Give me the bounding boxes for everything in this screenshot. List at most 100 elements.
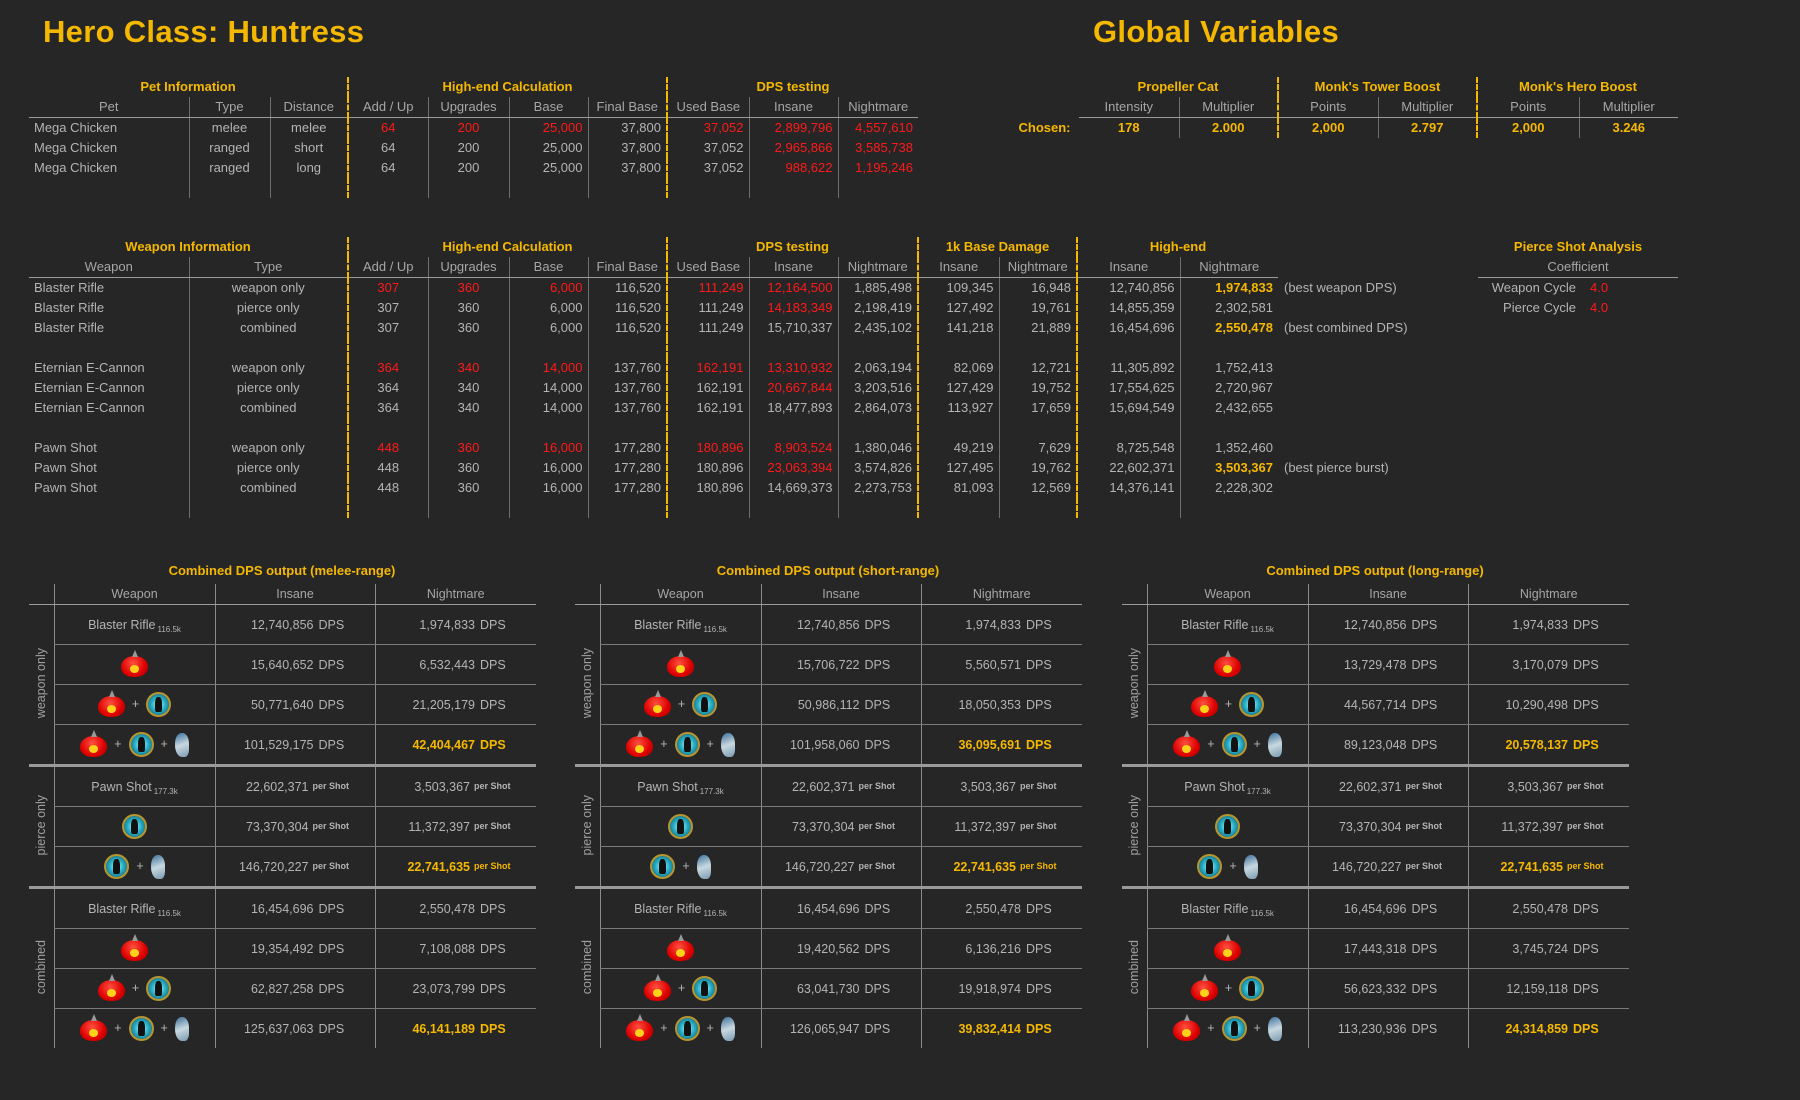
table-cell[interactable]: 360 bbox=[427, 298, 509, 318]
column-header[interactable]: Type bbox=[188, 257, 348, 278]
table-cell[interactable]: 2,302,581 bbox=[1179, 298, 1278, 318]
table-cell[interactable]: 137,760 bbox=[587, 358, 667, 378]
insane-dps-cell[interactable]: 12,740,856 DPS bbox=[1307, 604, 1468, 645]
table-cell[interactable]: 25,000 bbox=[508, 158, 588, 178]
nightmare-dps-cell[interactable]: 3,745,724 DPS bbox=[1467, 928, 1629, 969]
nightmare-dps-cell[interactable]: 22,741,635 per Shot bbox=[374, 846, 536, 889]
table-cell[interactable]: Pawn Shot bbox=[34, 460, 97, 475]
table-cell[interactable]: Pawn Shot bbox=[34, 480, 97, 495]
column-header[interactable]: Type bbox=[188, 97, 270, 118]
insane-dps-cell[interactable]: 101,958,060 DPS bbox=[760, 724, 921, 767]
table-cell[interactable]: 200 bbox=[427, 138, 509, 158]
nightmare-dps-cell[interactable]: 6,136,216 DPS bbox=[920, 928, 1082, 969]
table-cell[interactable]: 14,000 bbox=[508, 378, 588, 398]
insane-dps-cell[interactable]: 113,230,936 DPS bbox=[1307, 1008, 1468, 1048]
nightmare-dps-cell[interactable]: 2,550,478 DPS bbox=[1467, 887, 1629, 929]
table-cell[interactable]: Mega Chicken bbox=[34, 160, 118, 175]
column-header[interactable]: Distance bbox=[269, 97, 348, 118]
nightmare-dps-cell[interactable]: 21,205,179 DPS bbox=[374, 684, 536, 725]
nightmare-dps-cell[interactable]: 11,372,397 per Shot bbox=[1467, 806, 1629, 847]
column-header[interactable]: Insane bbox=[1076, 257, 1180, 278]
table-cell[interactable]: 116,520 bbox=[587, 277, 667, 298]
table-cell[interactable]: 307 bbox=[347, 277, 428, 298]
table-cell[interactable]: 8,903,524 bbox=[748, 438, 838, 458]
table-cell[interactable]: 360 bbox=[427, 277, 509, 298]
table-cell[interactable]: 2,550,478 bbox=[1179, 318, 1278, 338]
table-cell[interactable]: 307 bbox=[347, 298, 428, 318]
table-cell[interactable]: 6,000 bbox=[508, 277, 588, 298]
table-cell[interactable]: 1,885,498 bbox=[837, 277, 918, 298]
column-header[interactable]: Weapon bbox=[29, 257, 189, 278]
table-cell[interactable]: 15,710,337 bbox=[748, 318, 838, 338]
table-cell[interactable]: 340 bbox=[427, 398, 509, 418]
table-cell[interactable]: 162,191 bbox=[666, 398, 749, 418]
table-cell[interactable]: Mega Chicken bbox=[34, 120, 118, 135]
table-cell[interactable]: 15,694,549 bbox=[1076, 398, 1180, 418]
table-cell[interactable]: 988,622 bbox=[748, 158, 838, 178]
column-header[interactable]: Nightmare bbox=[1179, 257, 1278, 278]
table-cell[interactable]: 111,249 bbox=[666, 318, 749, 338]
table-cell[interactable]: pierce only bbox=[188, 458, 348, 478]
table-cell[interactable]: combined bbox=[188, 398, 348, 418]
table-cell[interactable]: 37,052 bbox=[666, 117, 749, 138]
nightmare-dps-cell[interactable]: 2,550,478 DPS bbox=[920, 887, 1082, 929]
table-cell[interactable]: 17,659 bbox=[998, 398, 1077, 418]
insane-dps-cell[interactable]: 126,065,947 DPS bbox=[760, 1008, 921, 1048]
table-cell[interactable]: 18,477,893 bbox=[748, 398, 838, 418]
table-cell[interactable]: 14,000 bbox=[508, 358, 588, 378]
nightmare-dps-cell[interactable]: 1,974,833 DPS bbox=[920, 604, 1082, 645]
table-cell[interactable]: melee bbox=[269, 117, 348, 138]
table-cell[interactable]: 360 bbox=[427, 458, 509, 478]
table-cell[interactable]: 21,889 bbox=[998, 318, 1077, 338]
table-cell[interactable]: 14,376,141 bbox=[1076, 478, 1180, 498]
table-cell[interactable]: ranged bbox=[188, 158, 270, 178]
column-header[interactable]: Final Base bbox=[587, 257, 667, 278]
table-cell[interactable]: 13,310,932 bbox=[748, 358, 838, 378]
column-header[interactable]: Used Base bbox=[666, 257, 749, 278]
table-cell[interactable]: 23,063,394 bbox=[748, 458, 838, 478]
table-cell[interactable]: 25,000 bbox=[508, 138, 588, 158]
table-cell[interactable]: 180,896 bbox=[666, 458, 749, 478]
table-cell[interactable]: 3,203,516 bbox=[837, 378, 918, 398]
table-cell[interactable]: 8,725,548 bbox=[1076, 438, 1180, 458]
table-cell[interactable]: 64 bbox=[347, 117, 428, 138]
insane-dps-cell[interactable]: 44,567,714 DPS bbox=[1307, 684, 1468, 725]
table-cell[interactable]: 7,629 bbox=[998, 438, 1077, 458]
insane-dps-cell[interactable]: 50,986,112 DPS bbox=[760, 684, 921, 725]
table-cell[interactable]: 64 bbox=[347, 158, 428, 178]
table-cell[interactable]: 162,191 bbox=[666, 378, 749, 398]
nightmare-dps-cell[interactable]: 6,532,443 DPS bbox=[374, 644, 536, 685]
table-cell[interactable]: combined bbox=[188, 478, 348, 498]
nightmare-dps-cell[interactable]: 12,159,118 DPS bbox=[1467, 968, 1629, 1009]
chosen-value[interactable]: 178 bbox=[1117, 120, 1140, 135]
table-cell[interactable]: 1,195,246 bbox=[837, 158, 918, 178]
nightmare-dps-cell[interactable]: 11,372,397 per Shot bbox=[920, 806, 1082, 847]
insane-dps-cell[interactable]: 146,720,227 per Shot bbox=[214, 846, 375, 889]
table-cell[interactable]: 364 bbox=[347, 358, 428, 378]
table-cell[interactable]: Eternian E-Cannon bbox=[34, 380, 145, 395]
table-cell[interactable]: 14,855,359 bbox=[1076, 298, 1180, 318]
insane-dps-cell[interactable]: 62,827,258 DPS bbox=[214, 968, 375, 1009]
table-cell[interactable]: 364 bbox=[347, 378, 428, 398]
nightmare-dps-cell[interactable]: 19,918,974 DPS bbox=[920, 968, 1082, 1009]
table-cell[interactable]: 2,864,073 bbox=[837, 398, 918, 418]
insane-dps-cell[interactable]: 12,740,856 DPS bbox=[214, 604, 375, 645]
table-cell[interactable]: 2,965,866 bbox=[748, 138, 838, 158]
table-cell[interactable]: 4,557,610 bbox=[837, 117, 918, 138]
nightmare-dps-cell[interactable]: 20,578,137 DPS bbox=[1467, 724, 1629, 767]
insane-dps-cell[interactable]: 22,602,371 per Shot bbox=[1307, 765, 1468, 807]
table-cell[interactable]: 17,554,625 bbox=[1076, 378, 1180, 398]
table-cell[interactable]: 1,752,413 bbox=[1179, 358, 1278, 378]
table-cell[interactable]: 16,000 bbox=[508, 478, 588, 498]
table-cell[interactable]: Pawn Shot bbox=[34, 440, 97, 455]
table-cell[interactable]: 177,280 bbox=[587, 438, 667, 458]
table-cell[interactable]: 20,667,844 bbox=[748, 378, 838, 398]
insane-dps-cell[interactable]: 17,443,318 DPS bbox=[1307, 928, 1468, 969]
insane-dps-cell[interactable]: 146,720,227 per Shot bbox=[1307, 846, 1468, 889]
insane-dps-cell[interactable]: 22,602,371 per Shot bbox=[214, 765, 375, 807]
nightmare-dps-cell[interactable]: 1,974,833 DPS bbox=[374, 604, 536, 645]
table-cell[interactable]: 127,429 bbox=[917, 378, 999, 398]
table-cell[interactable]: 3,503,367 bbox=[1179, 458, 1278, 478]
insane-dps-cell[interactable]: 63,041,730 DPS bbox=[760, 968, 921, 1009]
insane-dps-cell[interactable]: 16,454,696 DPS bbox=[760, 887, 921, 929]
